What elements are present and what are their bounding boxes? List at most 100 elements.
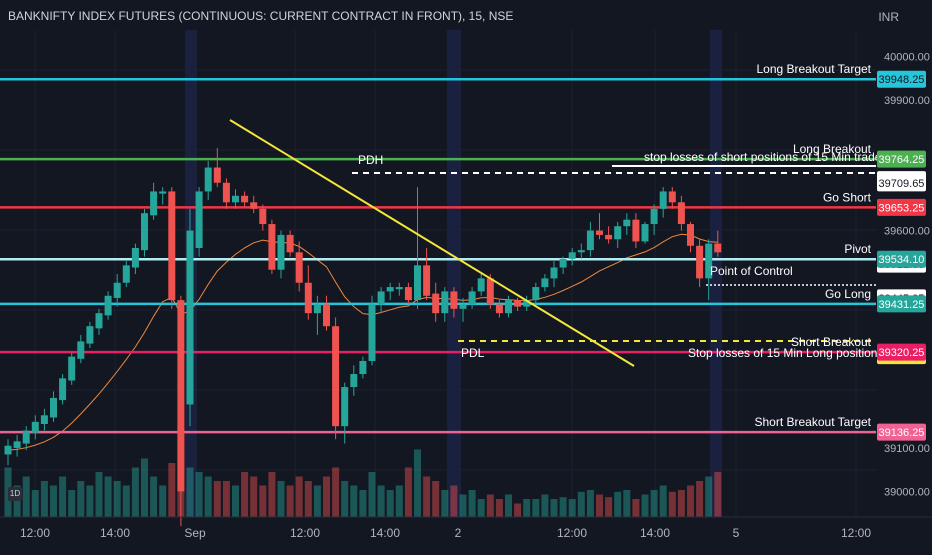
volume-bar <box>468 490 476 517</box>
candle-body <box>304 282 312 314</box>
chart-title: BANKNIFTY INDEX FUTURES (CONTINUOUS: CUR… <box>8 9 514 23</box>
price-badge-bg <box>877 174 926 192</box>
candle-body <box>414 265 421 301</box>
long-stops-label: Stop losses of 15 Min Long position Trad… <box>688 346 921 360</box>
price-tick-label: 39900.00 <box>884 95 930 107</box>
candle <box>541 274 549 292</box>
candle-body <box>677 202 685 225</box>
time-tick-label: Sep <box>184 526 206 540</box>
timeframe-badge[interactable]: 1D <box>8 487 22 501</box>
volume-bar <box>495 499 503 517</box>
price-levels <box>0 77 876 434</box>
level-label: Go Short <box>823 190 872 204</box>
candle-body <box>59 378 67 401</box>
candle <box>59 374 67 405</box>
candle <box>13 434 21 457</box>
candle <box>450 287 458 318</box>
candle-body <box>31 421 39 433</box>
volume-bar <box>259 485 267 517</box>
candle <box>641 221 649 244</box>
candle-body <box>359 360 367 375</box>
volume-bar <box>323 476 330 517</box>
volume-bar <box>596 494 603 517</box>
volume-bar <box>286 485 294 517</box>
candle <box>386 282 394 301</box>
volume-bar <box>377 485 385 517</box>
candle <box>350 365 358 396</box>
volume-bar <box>523 499 531 517</box>
trend-line <box>229 119 635 367</box>
candle-body <box>495 304 503 314</box>
volume-bar <box>86 485 94 517</box>
candle-body <box>213 167 221 183</box>
candle <box>323 295 330 331</box>
volume-bar <box>677 490 685 517</box>
candle <box>341 382 349 444</box>
candle-body <box>605 234 613 240</box>
volume-bar <box>532 499 540 517</box>
price-badge-text: 39320.25 <box>879 347 925 359</box>
candle <box>523 295 531 311</box>
volume-bar <box>268 472 276 517</box>
poc-label: Point of Control <box>710 264 793 278</box>
candle-body <box>668 191 676 203</box>
volume-bar <box>104 476 112 517</box>
candle <box>404 282 412 305</box>
price-badge-bg <box>877 343 926 361</box>
volume-bar <box>441 490 449 517</box>
volume-bar <box>131 467 139 517</box>
candle-body <box>395 287 403 290</box>
candle-body <box>313 304 321 314</box>
volume-bar <box>586 490 594 517</box>
volume-bar <box>514 503 522 517</box>
candle <box>605 226 613 244</box>
price-badge-text: 39764.25 <box>879 154 925 166</box>
time-axis: 12:00 14:00 Sep 12:00 14:00 2 12:00 14:00 5 12:00 <box>0 516 932 540</box>
candle-body <box>459 304 467 309</box>
volume-bar <box>304 481 312 517</box>
volume-bar <box>204 476 212 517</box>
candle <box>459 297 467 322</box>
candle-body <box>696 245 704 279</box>
time-tick-label: 12:00 <box>557 526 587 540</box>
candle-body <box>141 213 148 251</box>
candle <box>532 282 540 305</box>
candle <box>505 295 512 318</box>
volume-bar <box>404 467 412 517</box>
candle <box>295 241 303 292</box>
short-stops-label: stop losses of short positions of 15 Min… <box>644 150 891 164</box>
candle-body <box>250 202 258 209</box>
price-badge-bg <box>877 198 926 216</box>
candle-body <box>4 445 12 455</box>
candle-body <box>714 243 722 253</box>
candle <box>68 352 76 385</box>
candle <box>559 256 567 275</box>
volume-bar <box>614 491 622 517</box>
price-badge-bg <box>877 150 926 168</box>
volume-bar <box>77 481 85 517</box>
candle-body <box>632 219 640 242</box>
time-tick-label: 14:00 <box>640 526 670 540</box>
candle <box>159 187 167 205</box>
level-label: Pivot <box>844 242 871 256</box>
candle <box>696 239 704 288</box>
candle-body <box>614 226 622 240</box>
time-tick-label: 14:00 <box>370 526 400 540</box>
candle <box>286 230 294 257</box>
candle <box>368 295 376 366</box>
volume-bar <box>68 490 76 517</box>
candle-body <box>150 191 158 216</box>
volume-bar <box>659 485 667 517</box>
candle <box>113 274 121 307</box>
candle <box>232 189 239 209</box>
candle-body <box>323 304 330 327</box>
vwap-line <box>7 233 718 451</box>
candle <box>268 219 276 275</box>
candle <box>432 282 440 322</box>
candle-body <box>22 430 30 444</box>
candle <box>304 265 312 320</box>
candle <box>195 187 203 257</box>
candle-body <box>77 341 85 359</box>
candle <box>377 287 385 314</box>
